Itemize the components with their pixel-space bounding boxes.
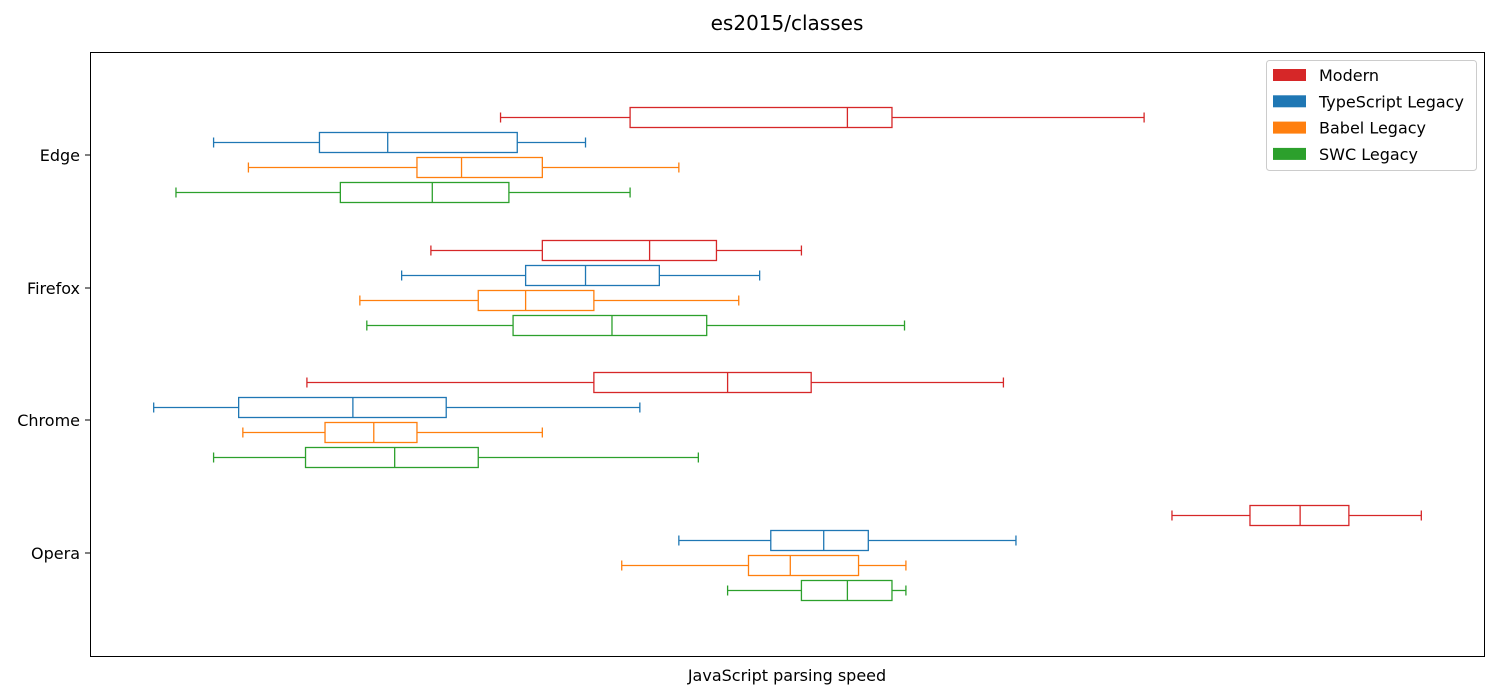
y-tick-label: Chrome (17, 411, 80, 430)
boxplot-babel-legacy-edge (247, 156, 680, 179)
box (339, 181, 510, 204)
y-tick-label: Edge (40, 146, 80, 165)
box (524, 264, 660, 287)
box (629, 106, 893, 129)
legend-swatch (1273, 95, 1306, 108)
boxplot-swc-legacy-chrome (212, 446, 699, 469)
boxplot-typescript-legacy-edge (212, 131, 587, 154)
box (1249, 504, 1350, 527)
boxplot-babel-legacy-opera (621, 554, 907, 577)
y-tick-label: Firefox (27, 279, 80, 298)
box (304, 446, 479, 469)
box (541, 239, 718, 262)
box (800, 579, 893, 602)
y-tick-layer: Edge Firefox Chrome Opera (17, 146, 91, 563)
boxplot-babel-legacy-chrome (242, 421, 543, 444)
box (324, 421, 418, 444)
legend-label: SWC Legacy (1319, 145, 1418, 164)
boxplot-swc-legacy-opera (726, 579, 907, 602)
boxplot-typescript-legacy-opera (678, 529, 1017, 552)
legend-swatch (1273, 69, 1306, 81)
x-axis-label: JavaScript parsing speed (687, 666, 886, 685)
box (416, 156, 543, 179)
box (512, 314, 708, 337)
legend-swatch (1273, 147, 1306, 160)
chart-title: es2015/classes (711, 11, 864, 35)
boxplot-modern-edge (499, 106, 1145, 129)
boxplot-modern-firefox (430, 239, 803, 262)
legend-label: Modern (1319, 66, 1379, 85)
box (747, 554, 860, 577)
box (593, 371, 812, 394)
plot-area (90, 52, 1485, 657)
boxplot-modern-opera (1171, 504, 1422, 527)
box (477, 289, 595, 312)
legend: Modern TypeScript Legacy Babel Legacy SWC L… (1266, 60, 1477, 171)
legend-frame (1266, 60, 1477, 171)
legend-label: Babel Legacy (1319, 119, 1426, 138)
boxplot-swc-legacy-edge (175, 181, 631, 204)
box (318, 131, 518, 154)
boxes-layer (153, 106, 1422, 602)
boxplot-babel-legacy-firefox (359, 289, 740, 312)
boxplot-swc-legacy-firefox (366, 314, 906, 337)
boxplot-typescript-legacy-firefox (400, 264, 761, 287)
box (770, 529, 869, 552)
boxplot-typescript-legacy-chrome (153, 396, 641, 419)
legend-swatch (1273, 121, 1306, 134)
boxplot-modern-chrome (306, 371, 1005, 394)
box (238, 396, 447, 419)
y-tick-label: Opera (31, 544, 80, 563)
legend-label: TypeScript Legacy (1318, 92, 1464, 111)
